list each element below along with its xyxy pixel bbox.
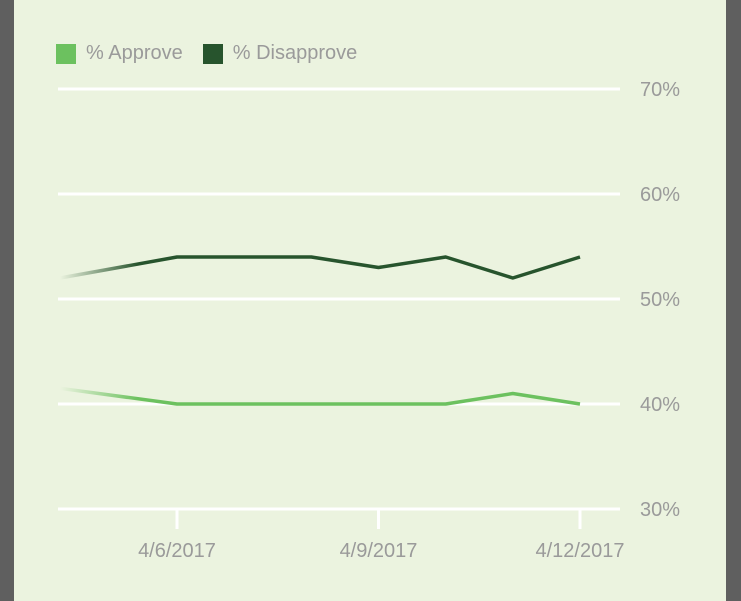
x-tick-label: 4/9/2017 <box>340 540 418 562</box>
legend-item-disapprove[interactable]: % Disapprove <box>202 42 358 65</box>
approve-line[interactable] <box>59 386 581 406</box>
disapprove-line[interactable] <box>59 255 581 280</box>
y-tick-label: 70% <box>640 79 680 101</box>
legend-label-disapprove: % Disapprove <box>232 42 358 64</box>
approve-swatch <box>56 43 76 64</box>
y-tick-label: 60% <box>640 184 680 206</box>
x-tick-label: 4/6/2017 <box>138 540 216 562</box>
line-chart: 30% 40% 50% 60% 70% 4/6/2017 4/9/2017 4/12/2017 <box>58 79 680 562</box>
y-tick-label: 50% <box>640 289 680 311</box>
legend-item-approve[interactable]: % Approve <box>56 42 183 65</box>
legend-label-approve: % Approve <box>86 42 183 64</box>
x-tick-label: 4/12/2017 <box>536 540 625 562</box>
y-tick-label: 40% <box>640 394 680 416</box>
disapprove-swatch <box>202 43 223 64</box>
y-tick-label: 30% <box>640 499 680 521</box>
legend: % Approve % Disapprove <box>56 42 357 65</box>
chart-panel: % Approve % Disapprove 30% 40% 50% 60% 70% 4/… <box>14 0 726 601</box>
